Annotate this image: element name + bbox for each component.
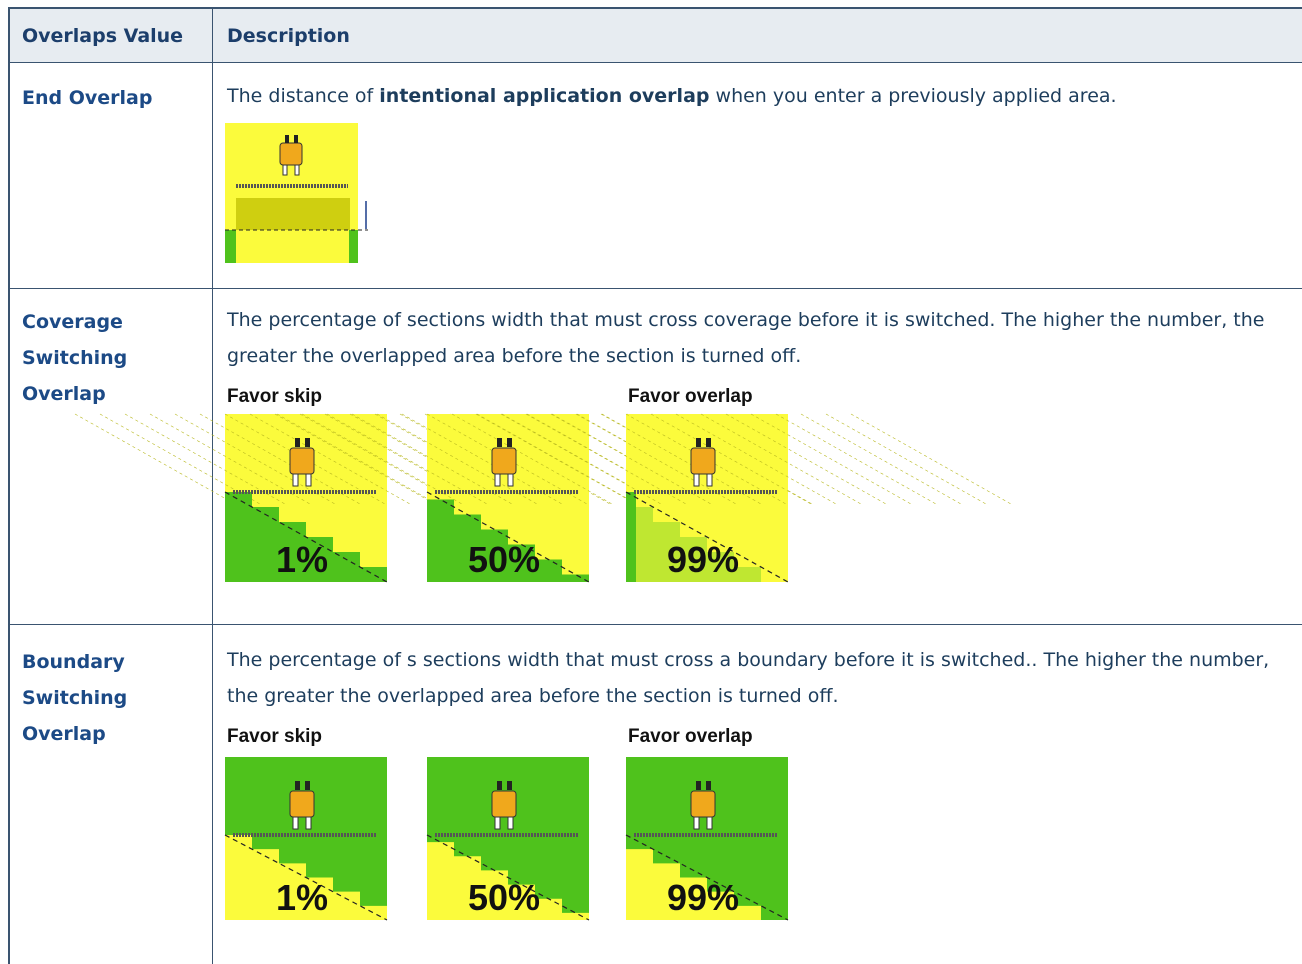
illustrations: 1% Favor skip 50% 99% Favor overlap 1% Favor s… [0, 0, 1302, 964]
tractor [691, 791, 715, 817]
hatch [75, 414, 235, 504]
tractor [492, 448, 516, 474]
tractor [691, 448, 715, 474]
tractor [707, 474, 712, 486]
tractor [508, 474, 513, 486]
tractor [495, 474, 500, 486]
figure-label: 50% [468, 539, 540, 580]
tractor [295, 438, 300, 447]
figure-label: 50% [468, 877, 540, 918]
page: Overlaps Value Description End Overlap T… [0, 0, 1302, 964]
tractor [295, 781, 300, 790]
tractor [696, 438, 701, 447]
tractor [293, 817, 298, 829]
tractor [497, 438, 502, 447]
tractor [497, 781, 502, 790]
tractor [305, 781, 310, 790]
hatch [826, 414, 986, 504]
figure-label: 99% [667, 877, 739, 918]
figure: 1% Favor skip [225, 726, 387, 920]
tractor [495, 817, 500, 829]
tractor [306, 817, 311, 829]
figure-label: 1% [276, 877, 328, 918]
tractor [707, 817, 712, 829]
tractor [694, 474, 699, 486]
figure: 50% [427, 757, 589, 920]
tractor [507, 438, 512, 447]
tractor [694, 817, 699, 829]
tractor [507, 781, 512, 790]
tractor [696, 781, 701, 790]
tractor [293, 474, 298, 486]
figure-caption: Favor overlap [628, 386, 753, 407]
figure-caption: Favor skip [227, 386, 322, 407]
tractor [306, 474, 311, 486]
tractor [492, 791, 516, 817]
tractor [706, 781, 711, 790]
tractor [508, 817, 513, 829]
tractor [305, 438, 310, 447]
tractor [290, 791, 314, 817]
edge [626, 492, 636, 582]
figure-caption: Favor overlap [628, 726, 753, 747]
tractor [290, 448, 314, 474]
figure-label: 1% [276, 539, 328, 580]
hatch [801, 414, 961, 504]
end-overlap-figure [225, 123, 368, 263]
figure-label: 99% [667, 539, 739, 580]
hatch [776, 414, 936, 504]
hatch [851, 414, 1011, 504]
figure-caption: Favor skip [227, 726, 322, 747]
figure: 99% Favor overlap [626, 726, 788, 920]
tractor [706, 438, 711, 447]
